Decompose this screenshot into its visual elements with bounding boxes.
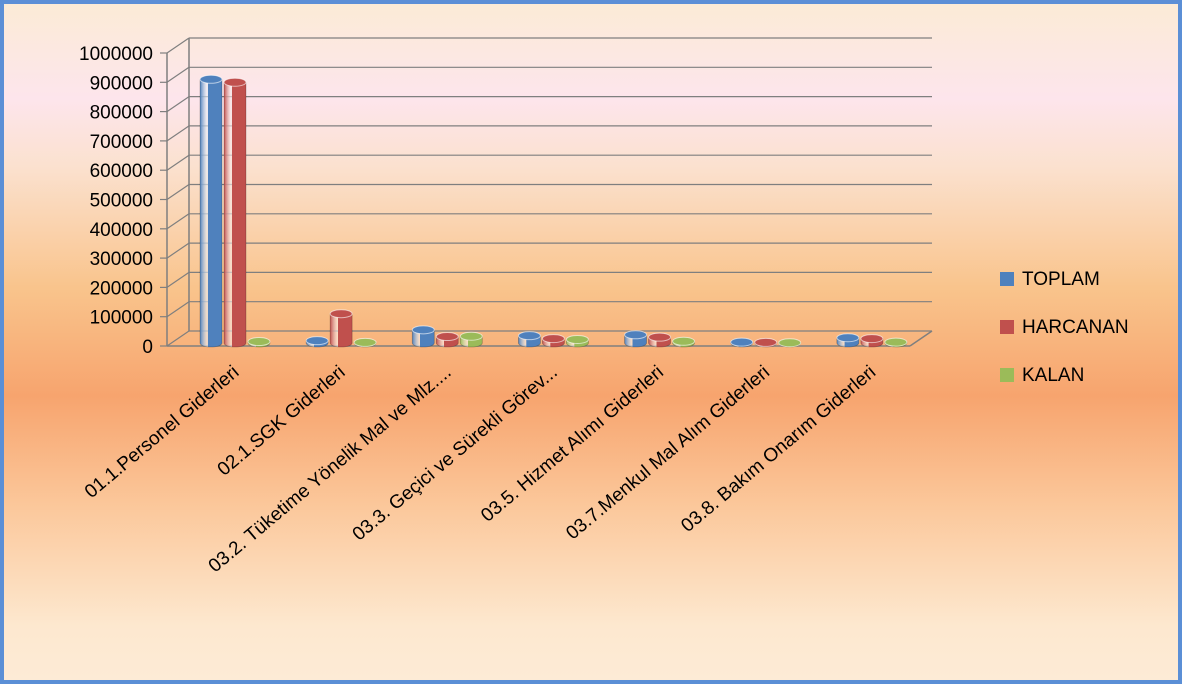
y-tick-label: 1000000	[79, 44, 153, 65]
legend-label-kalan: KALAN	[1022, 365, 1084, 386]
legend-label-harcanan: HARCANAN	[1022, 317, 1129, 338]
bar-toplam-2	[411, 325, 435, 348]
bar-harcanan-1	[329, 309, 353, 348]
x-category-label: 03.7.Menkul Mal Alım Giderleri	[562, 362, 774, 544]
gridline-diagonal	[166, 271, 190, 288]
bar-kalan-0	[247, 337, 271, 348]
bar-chart: 0 100000 200000 300000 400000 500000 600000 700…	[79, 37, 1129, 577]
bar-toplam-0	[199, 74, 223, 348]
bar-toplam-5	[730, 337, 754, 348]
y-tick-label: 900000	[90, 73, 153, 94]
x-category-label: 03.5. Hizmet Alımı Giderleri	[477, 362, 668, 527]
bar-toplam-1	[305, 336, 329, 348]
bar-harcanan-0	[223, 77, 247, 348]
gridline-diagonal	[166, 242, 190, 259]
y-tick-label: 400000	[90, 220, 153, 241]
bar-harcanan-6	[860, 334, 884, 348]
grid	[166, 37, 933, 347]
y-tick-label: 800000	[90, 103, 153, 124]
y-axis-ticks: 0 100000 200000 300000 400000 500000 600000 700…	[79, 44, 167, 358]
legend-swatch-toplam	[1000, 272, 1014, 286]
gridline-diagonal	[166, 213, 190, 230]
gridline-diagonal	[166, 66, 190, 83]
bar-toplam-4	[624, 330, 648, 348]
y-tick-label: 300000	[90, 249, 153, 270]
bar-kalan-5	[778, 338, 802, 348]
gridline-diagonal	[166, 301, 190, 318]
gridline-diagonal	[166, 184, 190, 200]
bar-kalan-2	[459, 331, 483, 348]
x-category-label: 01.1.Personel Giderleri	[81, 362, 243, 503]
y-tick-label: 700000	[90, 132, 153, 153]
bar-toplam-6	[836, 333, 860, 348]
bar-harcanan-2	[435, 332, 459, 348]
gridline-diagonal	[166, 37, 190, 54]
gridline-diagonal	[166, 125, 190, 142]
bar-kalan-1	[353, 337, 377, 348]
bar-toplam-3	[517, 331, 541, 348]
bar-kalan-6	[884, 337, 908, 348]
legend-swatch-harcanan	[1000, 320, 1014, 334]
x-category-label: 03.3. Geçici ve Sürekli Görev...	[349, 362, 562, 546]
bar-harcanan-4	[648, 332, 672, 348]
bars	[199, 74, 908, 348]
x-category-label: 03.8. Bakım Onarım Giderleri	[677, 362, 880, 537]
gridline-diagonal	[166, 154, 190, 171]
y-tick-label: 0	[142, 337, 153, 358]
y-tick-label: 500000	[90, 191, 153, 212]
legend-swatch-kalan	[1000, 368, 1014, 382]
bar-kalan-4	[672, 336, 696, 348]
x-category-label: 03.2. Tüketime Yönelik Mal ve Mlz....	[205, 362, 456, 577]
bar-harcanan-5	[754, 337, 778, 348]
y-tick-label: 100000	[90, 308, 153, 329]
legend: TOPLAM HARCANAN KALAN	[1000, 269, 1129, 386]
legend-label-toplam: TOPLAM	[1022, 269, 1100, 290]
y-tick-label: 200000	[90, 278, 153, 299]
gridline-diagonal	[166, 330, 190, 347]
gridline-diagonal	[166, 96, 190, 113]
bar-harcanan-3	[541, 334, 565, 348]
bar-kalan-3	[565, 334, 589, 348]
y-tick-label: 600000	[90, 161, 153, 182]
